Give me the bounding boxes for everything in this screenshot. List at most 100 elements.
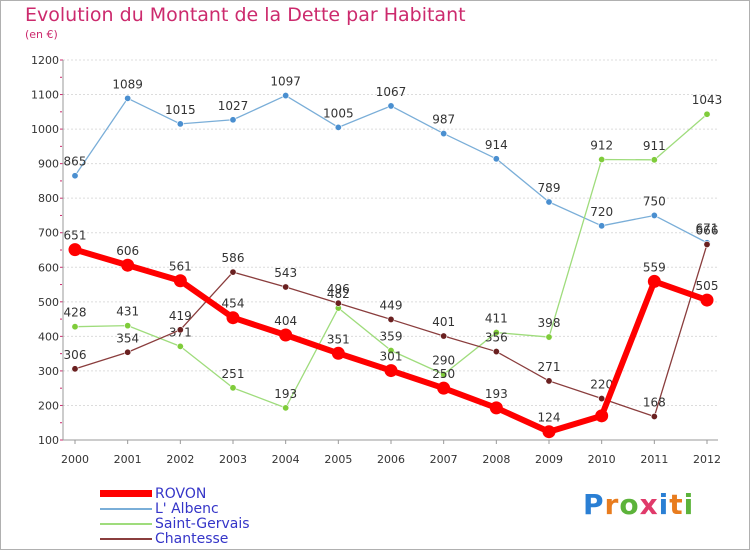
x-tick-label: 2012 [693,453,721,466]
data-label: 505 [696,279,719,293]
data-label: 912 [590,138,613,152]
data-point [226,311,240,325]
data-label: 666 [696,223,719,237]
legend-item: L' Albenc [100,501,250,517]
x-tick-label: 2010 [588,453,616,466]
data-label: 250 [432,367,455,381]
data-point [440,370,448,378]
y-tick-label: 600 [38,261,59,274]
data-point [68,243,82,257]
y-tick-label: 1000 [31,123,59,136]
data-label: 543 [274,266,297,280]
data-point [703,240,711,248]
logo-letter: o [619,488,640,521]
y-tick-label: 200 [38,399,59,412]
data-label: 124 [538,411,561,425]
data-point [545,333,553,341]
data-point [647,274,661,288]
data-label: 559 [643,260,666,274]
y-tick-label: 900 [38,158,59,171]
legend-label: Saint-Gervais [155,515,250,532]
data-label: 193 [485,387,508,401]
x-tick-label: 2007 [430,453,458,466]
y-tick-label: 800 [38,192,59,205]
x-tick-label: 2000 [61,453,89,466]
legend-swatch [100,522,152,525]
data-point [542,425,556,439]
data-label: 401 [432,315,455,329]
chart-subtitle: (en €) [25,28,58,41]
data-label: 586 [222,251,245,265]
data-point [650,211,658,219]
data-label: 168 [643,396,666,410]
data-point [229,384,237,392]
y-tick-label: 1200 [31,54,59,67]
data-point [492,155,500,163]
data-point [650,156,658,164]
x-tick-label: 2009 [535,453,563,466]
data-label: 356 [485,331,508,345]
data-label: 1027 [218,99,249,113]
data-point [334,123,342,131]
legend-item: Saint-Gervais [100,515,250,532]
data-point [489,401,503,415]
data-point [598,395,606,403]
x-tick-label: 2002 [166,453,194,466]
series-chantesse: 306 354 419 586 543 496 449 401 356 271 220 168 666 [64,223,719,421]
data-point [124,348,132,356]
data-label: 651 [64,229,87,243]
data-point [440,332,448,340]
y-tick-label: 100 [38,434,59,447]
data-label: 1043 [692,93,723,107]
data-point [71,365,79,373]
legend-item: Chantesse [100,531,250,547]
data-point [176,120,184,128]
x-tick-label: 2011 [640,453,668,466]
x-tick-label: 2005 [324,453,352,466]
logo-letter: i [683,488,695,521]
data-point [387,102,395,110]
data-label: 911 [643,139,666,153]
data-label: 671 [696,222,719,236]
logo-letter: x [639,488,659,521]
data-label: 789 [538,181,561,195]
data-label: 419 [169,309,192,323]
data-label: 354 [116,331,139,345]
data-label: 428 [64,306,87,320]
data-point [176,326,184,334]
data-label: 987 [432,113,455,127]
data-label: 606 [116,244,139,258]
data-label: 351 [327,332,350,346]
data-point [387,315,395,323]
y-tick-label: 400 [38,330,59,343]
x-tick-label: 2001 [114,453,142,466]
data-label: 306 [64,348,87,362]
data-label: 1067 [376,85,407,99]
data-label: 750 [643,194,666,208]
logo-letter: r [604,488,620,521]
y-tick-label: 500 [38,296,59,309]
legend-swatch [100,507,152,510]
data-point [282,92,290,100]
data-point [595,409,609,423]
data-label: 359 [380,330,403,344]
data-point [700,293,714,307]
legend-swatch [100,490,152,497]
data-label: 914 [485,138,508,152]
data-point [387,347,395,355]
data-point [176,342,184,350]
data-point [492,329,500,337]
data-point [282,283,290,291]
data-point [331,346,345,360]
data-point [703,110,711,118]
data-label: 720 [590,205,613,219]
data-point [545,377,553,385]
data-point [492,348,500,356]
data-point [124,322,132,330]
data-point [121,258,135,272]
data-point [279,328,293,342]
logo-letter: P [583,488,605,521]
data-label: 496 [327,282,350,296]
data-point [229,116,237,124]
